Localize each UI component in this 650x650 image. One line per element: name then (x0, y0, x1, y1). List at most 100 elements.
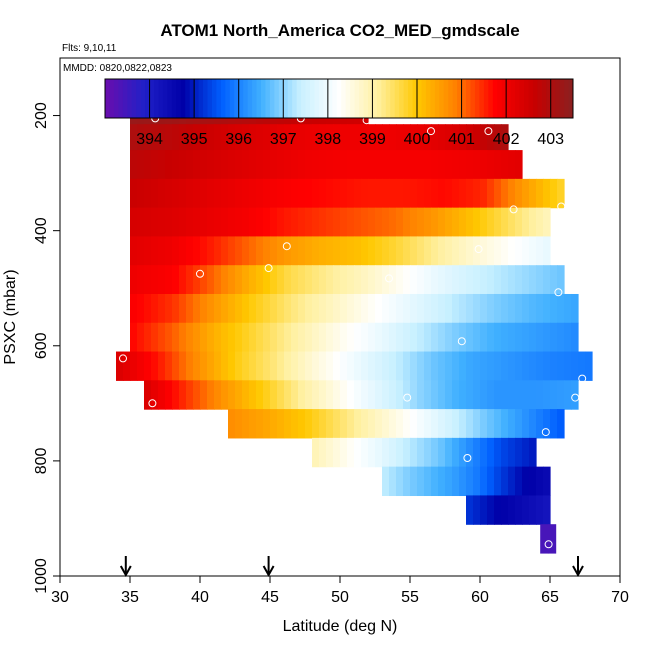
heatmap-cell (543, 236, 551, 266)
heatmap-cell (473, 495, 481, 525)
colorbar-swatch (162, 79, 168, 118)
heatmap-cell (368, 437, 376, 468)
heatmap-cell (361, 265, 369, 295)
heatmap-cell (200, 351, 208, 381)
heatmap-cell (417, 351, 425, 381)
heatmap-cell (438, 351, 446, 381)
heatmap-cell (305, 207, 313, 238)
heatmap-cell (529, 380, 537, 410)
colorbar-tick-label: 403 (537, 131, 564, 148)
heatmap-cell (487, 409, 495, 439)
colorbar-swatch (167, 79, 173, 118)
heatmap-cell (410, 466, 418, 497)
heatmap-cell (277, 293, 285, 324)
heatmap-cell (186, 322, 194, 353)
y-tick-label: 1000 (33, 558, 50, 594)
heatmap-cell (312, 351, 320, 381)
heatmap-cell (242, 322, 250, 353)
heatmap-cell (144, 351, 152, 381)
heatmap-cell (389, 437, 397, 468)
heatmap-cell (277, 124, 285, 151)
flight-arrows (119, 556, 584, 578)
heatmap-cell (242, 293, 250, 324)
heatmap-cell (410, 150, 418, 180)
heatmap-cell (368, 124, 376, 151)
heatmap-cell (480, 207, 488, 238)
heatmap-cell (228, 351, 236, 381)
heatmap-cell (312, 322, 320, 353)
heatmap-cell (242, 178, 250, 209)
heatmap-cell (214, 178, 222, 209)
heatmap-cell (305, 265, 313, 295)
heatmap-cells (116, 98, 593, 554)
heatmap-cell (487, 236, 495, 266)
heatmap-cell (179, 207, 187, 238)
heatmap-cell (473, 236, 481, 266)
heatmap-cell (305, 124, 313, 151)
colorbar-tick-label: 402 (493, 131, 520, 148)
colorbar-cells (105, 79, 574, 118)
heatmap-cell (298, 265, 306, 295)
heatmap-cell (550, 265, 558, 295)
heatmap-cell (424, 265, 432, 295)
heatmap-cell (375, 293, 383, 324)
heatmap-cell (494, 466, 502, 497)
heatmap-cell (480, 351, 488, 381)
heatmap-cell (473, 265, 481, 295)
heatmap-cell (186, 150, 194, 180)
colorbar-swatch (443, 79, 449, 118)
heatmap-cell (151, 236, 159, 266)
colorbar-swatch (537, 79, 543, 118)
sample-point (541, 428, 550, 437)
heatmap-cell (144, 322, 152, 353)
flight-arrow (262, 556, 275, 578)
heatmap-cell (550, 380, 558, 410)
heatmap-cell (221, 236, 229, 266)
heatmap-cell (312, 207, 320, 238)
heatmap-cell (207, 236, 215, 266)
colorbar-swatch (158, 79, 164, 118)
sample-point (148, 399, 157, 408)
heatmap-cell (270, 380, 278, 410)
heatmap-cell (130, 207, 138, 238)
heatmap-cell (445, 409, 453, 439)
heatmap-cell (571, 293, 579, 324)
heatmap-cell (312, 437, 320, 468)
heatmap-cell (242, 265, 250, 295)
heatmap-cell (207, 322, 215, 353)
heatmap-cell (249, 409, 257, 439)
heatmap-cell (221, 265, 229, 295)
heatmap-cell (249, 265, 257, 295)
heatmap-cell (137, 236, 145, 266)
heatmap-cell (522, 293, 530, 324)
heatmap-cell (459, 409, 467, 439)
heatmap-cell (424, 466, 432, 497)
heatmap-cell (347, 351, 355, 381)
heatmap-cell (438, 207, 446, 238)
heatmap-cell (249, 351, 257, 381)
heatmap-cell (396, 207, 404, 238)
heatmap-cell (144, 236, 152, 266)
heatmap-cell (501, 236, 509, 266)
heatmap-cell (466, 236, 474, 266)
heatmap-cell (270, 236, 278, 266)
heatmap-cell (291, 265, 299, 295)
colorbar-swatch (131, 79, 137, 118)
heatmap-cell (200, 236, 208, 266)
heatmap-cell (361, 322, 369, 353)
heatmap-cell (186, 207, 194, 238)
heatmap-cell (193, 236, 201, 266)
heatmap-cell (487, 380, 495, 410)
colorbar-swatch (434, 79, 440, 118)
heatmap-cell (326, 380, 334, 410)
sample-point (427, 127, 435, 136)
heatmap-cell (536, 380, 544, 410)
heatmap-cell (326, 409, 334, 439)
heatmap-cell (403, 150, 411, 180)
heatmap-cell (452, 351, 460, 381)
heatmap-cell (536, 236, 544, 266)
heatmap-cell (438, 236, 446, 266)
heatmap-cell (578, 351, 586, 381)
heatmap-cell (417, 265, 425, 295)
